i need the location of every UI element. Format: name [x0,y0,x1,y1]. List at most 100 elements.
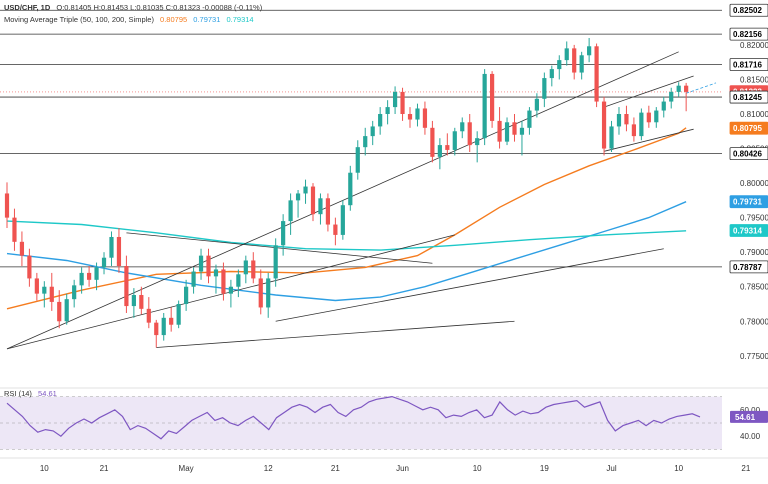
candle [661,96,666,118]
candle-body [557,60,562,70]
time-tick-label: 21 [741,464,750,473]
price-tick-label: 0.80000 [740,179,768,188]
candle-body [646,112,651,123]
candle-body [295,193,301,201]
ma100-value: 0.79731 [193,15,221,24]
price-tag-ma50: 0.80795 [729,121,768,135]
time-tick-label: 10 [40,464,49,473]
candle-body [64,299,69,322]
candle [631,117,637,142]
candle [624,105,629,132]
candle-body [124,266,129,307]
candle [467,114,472,152]
symbol-label: USD/CHF, 1D [4,3,51,12]
candle [191,267,196,294]
time-tick-label: 12 [264,464,273,473]
candle [27,248,32,287]
candle [445,133,450,156]
candle-body [512,122,517,135]
candle-body [684,85,689,92]
price-tick-label: 0.82000 [740,41,768,50]
candle-body [475,138,480,146]
price-tag-ma200: 0.79314 [729,224,768,237]
rsi-label: RSI (14) [4,389,32,398]
candle-body [504,122,510,142]
legend-rsi: RSI (14) 54.61 [4,389,61,398]
trendline [603,75,694,108]
candle [646,105,651,128]
candle-body [318,198,323,215]
candle [587,38,592,63]
price-tag-label: 0.79314 [733,226,762,235]
candle [601,96,607,156]
candle-body [355,147,360,173]
candle-body [676,85,681,92]
candle-body [534,98,539,111]
candle-body [206,255,211,277]
candle-body [243,260,248,275]
rsi-line [6,395,701,440]
candle [430,120,435,163]
candle [452,127,457,156]
candle [669,87,674,109]
candle-body [407,114,413,120]
candle-body [422,108,428,128]
candle [340,200,345,240]
candle-body [385,107,390,114]
price-tag-label: 0.81245 [733,93,762,102]
candle-body [258,278,263,308]
price-tag-box [729,224,768,237]
candle [318,193,323,225]
candle-body [452,131,457,150]
candle [370,120,375,146]
candle [348,165,353,211]
price-tick-label: 0.77500 [740,352,768,361]
candle [176,300,181,329]
candle [407,107,413,128]
candle-body [430,127,435,157]
candle-body [266,278,271,308]
price-tag-box [729,195,768,209]
candle-body [490,73,495,121]
candle [266,272,271,318]
price-tag-box [729,58,768,71]
candle-body [370,126,375,137]
price-tag-box [729,260,768,274]
candle-body [34,278,39,294]
candle-body [42,286,47,294]
candle-body [437,145,442,157]
price-tick-label: 0.78500 [740,283,768,292]
candle-body [616,114,622,127]
candle [124,255,129,313]
price-tag-level: 0.80426 [729,147,768,161]
candle-body [221,269,226,294]
candle [654,107,659,128]
candle-body [49,286,54,302]
price-tag-level: 0.81716 [729,58,768,71]
candle [684,82,689,112]
candle-body [460,122,465,132]
candle-body [519,127,525,135]
candle [4,182,10,228]
candle [94,262,99,291]
candle-body [139,295,144,309]
candle [12,208,17,251]
candle [512,114,517,142]
candle [154,319,159,348]
candle [579,51,584,80]
candle-body [116,236,122,266]
candle-body [19,241,25,256]
price-tag-level: 0.81245 [729,90,768,104]
trendline [275,248,664,322]
rsi-tick-label: 40.00 [740,432,761,441]
candle [34,272,39,301]
price-tick-label: 0.78000 [740,317,768,326]
candle-body [184,286,189,304]
candle [504,117,510,146]
candle-body [236,274,241,287]
candle-body [467,122,472,146]
candle [422,101,428,135]
candle-body [549,69,554,79]
candle-body [101,257,107,268]
